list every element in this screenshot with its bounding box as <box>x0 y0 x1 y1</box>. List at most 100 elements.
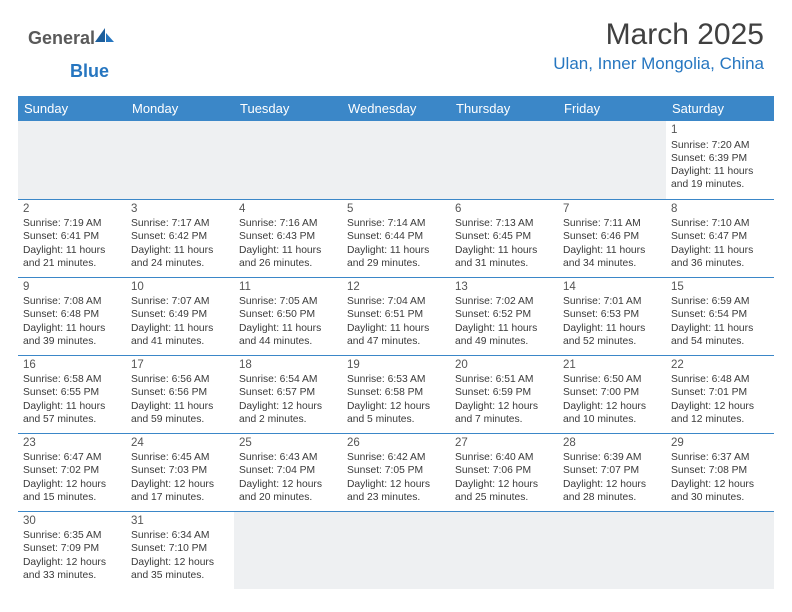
sunrise-text: Sunrise: 7:14 AM <box>347 217 445 230</box>
header: General Blue March 2025 Ulan, Inner Mong… <box>0 0 792 90</box>
daylight-text: Daylight: 11 hours and 41 minutes. <box>131 322 229 348</box>
daylight-text: Daylight: 11 hours and 49 minutes. <box>455 322 553 348</box>
daylight-text: Daylight: 11 hours and 44 minutes. <box>239 322 337 348</box>
logo: General Blue <box>28 18 115 82</box>
calendar-cell-day-15: 15Sunrise: 6:59 AMSunset: 6:54 PMDayligh… <box>666 277 774 355</box>
sunset-text: Sunset: 6:55 PM <box>23 386 121 399</box>
calendar-row: 1Sunrise: 7:20 AMSunset: 6:39 PMDaylight… <box>18 121 774 199</box>
calendar-cell-day-14: 14Sunrise: 7:01 AMSunset: 6:53 PMDayligh… <box>558 277 666 355</box>
calendar-cell-day-8: 8Sunrise: 7:10 AMSunset: 6:47 PMDaylight… <box>666 199 774 277</box>
sunrise-text: Sunrise: 7:19 AM <box>23 217 121 230</box>
calendar-cell-day-22: 22Sunrise: 6:48 AMSunset: 7:01 PMDayligh… <box>666 355 774 433</box>
sunrise-text: Sunrise: 6:48 AM <box>671 373 769 386</box>
sunrise-text: Sunrise: 7:07 AM <box>131 295 229 308</box>
calendar-cell-empty <box>450 511 558 589</box>
sunrise-text: Sunrise: 6:51 AM <box>455 373 553 386</box>
weekday-monday: Monday <box>126 96 234 121</box>
daylight-text: Daylight: 12 hours and 7 minutes. <box>455 400 553 426</box>
calendar-cell-day-30: 30Sunrise: 6:35 AMSunset: 7:09 PMDayligh… <box>18 511 126 589</box>
day-number: 14 <box>563 280 661 295</box>
daylight-text: Daylight: 11 hours and 24 minutes. <box>131 244 229 270</box>
sunrise-text: Sunrise: 6:53 AM <box>347 373 445 386</box>
calendar-cell-empty <box>18 121 126 199</box>
sunset-text: Sunset: 7:05 PM <box>347 464 445 477</box>
daylight-text: Daylight: 12 hours and 25 minutes. <box>455 478 553 504</box>
sunrise-text: Sunrise: 6:54 AM <box>239 373 337 386</box>
title-block: March 2025 Ulan, Inner Mongolia, China <box>553 18 764 74</box>
calendar-cell-empty <box>342 121 450 199</box>
calendar-body: 1Sunrise: 7:20 AMSunset: 6:39 PMDaylight… <box>18 121 774 589</box>
sunrise-text: Sunrise: 6:40 AM <box>455 451 553 464</box>
calendar-cell-empty <box>342 511 450 589</box>
weekday-thursday: Thursday <box>450 96 558 121</box>
sunset-text: Sunset: 6:59 PM <box>455 386 553 399</box>
calendar-cell-day-7: 7Sunrise: 7:11 AMSunset: 6:46 PMDaylight… <box>558 199 666 277</box>
calendar-cell-day-21: 21Sunrise: 6:50 AMSunset: 7:00 PMDayligh… <box>558 355 666 433</box>
calendar-row: 16Sunrise: 6:58 AMSunset: 6:55 PMDayligh… <box>18 355 774 433</box>
calendar-cell-day-29: 29Sunrise: 6:37 AMSunset: 7:08 PMDayligh… <box>666 433 774 511</box>
sunset-text: Sunset: 6:54 PM <box>671 308 769 321</box>
sunrise-text: Sunrise: 6:34 AM <box>131 529 229 542</box>
sunset-text: Sunset: 6:48 PM <box>23 308 121 321</box>
weekday-tuesday: Tuesday <box>234 96 342 121</box>
sunrise-text: Sunrise: 7:02 AM <box>455 295 553 308</box>
daylight-text: Daylight: 12 hours and 12 minutes. <box>671 400 769 426</box>
day-number: 1 <box>671 123 769 138</box>
sunrise-text: Sunrise: 7:13 AM <box>455 217 553 230</box>
day-number: 22 <box>671 358 769 373</box>
calendar-cell-day-12: 12Sunrise: 7:04 AMSunset: 6:51 PMDayligh… <box>342 277 450 355</box>
daylight-text: Daylight: 12 hours and 35 minutes. <box>131 556 229 582</box>
weekday-friday: Friday <box>558 96 666 121</box>
daylight-text: Daylight: 11 hours and 36 minutes. <box>671 244 769 270</box>
day-number: 4 <box>239 202 337 217</box>
location: Ulan, Inner Mongolia, China <box>553 54 764 74</box>
sunset-text: Sunset: 6:56 PM <box>131 386 229 399</box>
calendar-cell-day-24: 24Sunrise: 6:45 AMSunset: 7:03 PMDayligh… <box>126 433 234 511</box>
weekday-header-row: Sunday Monday Tuesday Wednesday Thursday… <box>18 96 774 121</box>
daylight-text: Daylight: 12 hours and 15 minutes. <box>23 478 121 504</box>
daylight-text: Daylight: 12 hours and 30 minutes. <box>671 478 769 504</box>
sunrise-text: Sunrise: 7:01 AM <box>563 295 661 308</box>
day-number: 7 <box>563 202 661 217</box>
daylight-text: Daylight: 12 hours and 23 minutes. <box>347 478 445 504</box>
day-number: 5 <box>347 202 445 217</box>
calendar-cell-empty <box>450 121 558 199</box>
daylight-text: Daylight: 11 hours and 57 minutes. <box>23 400 121 426</box>
calendar-cell-day-1: 1Sunrise: 7:20 AMSunset: 6:39 PMDaylight… <box>666 121 774 199</box>
sunrise-text: Sunrise: 7:08 AM <box>23 295 121 308</box>
calendar-cell-day-16: 16Sunrise: 6:58 AMSunset: 6:55 PMDayligh… <box>18 355 126 433</box>
day-number: 11 <box>239 280 337 295</box>
day-number: 10 <box>131 280 229 295</box>
day-number: 20 <box>455 358 553 373</box>
sunrise-text: Sunrise: 6:45 AM <box>131 451 229 464</box>
weekday-saturday: Saturday <box>666 96 774 121</box>
sunset-text: Sunset: 7:00 PM <box>563 386 661 399</box>
day-number: 29 <box>671 436 769 451</box>
calendar-row: 2Sunrise: 7:19 AMSunset: 6:41 PMDaylight… <box>18 199 774 277</box>
sunrise-text: Sunrise: 7:10 AM <box>671 217 769 230</box>
day-number: 9 <box>23 280 121 295</box>
calendar-cell-empty <box>234 511 342 589</box>
day-number: 3 <box>131 202 229 217</box>
sunrise-text: Sunrise: 7:16 AM <box>239 217 337 230</box>
daylight-text: Daylight: 12 hours and 28 minutes. <box>563 478 661 504</box>
day-number: 31 <box>131 514 229 529</box>
daylight-text: Daylight: 12 hours and 33 minutes. <box>23 556 121 582</box>
sunset-text: Sunset: 7:03 PM <box>131 464 229 477</box>
calendar-cell-day-23: 23Sunrise: 6:47 AMSunset: 7:02 PMDayligh… <box>18 433 126 511</box>
calendar-row: 23Sunrise: 6:47 AMSunset: 7:02 PMDayligh… <box>18 433 774 511</box>
calendar-cell-empty <box>234 121 342 199</box>
sunrise-text: Sunrise: 6:39 AM <box>563 451 661 464</box>
logo-text-general: General <box>28 28 95 48</box>
sunset-text: Sunset: 6:44 PM <box>347 230 445 243</box>
daylight-text: Daylight: 12 hours and 2 minutes. <box>239 400 337 426</box>
weekday-wednesday: Wednesday <box>342 96 450 121</box>
day-number: 6 <box>455 202 553 217</box>
day-number: 15 <box>671 280 769 295</box>
day-number: 13 <box>455 280 553 295</box>
daylight-text: Daylight: 11 hours and 26 minutes. <box>239 244 337 270</box>
sunrise-text: Sunrise: 6:58 AM <box>23 373 121 386</box>
calendar-table: Sunday Monday Tuesday Wednesday Thursday… <box>18 96 774 589</box>
calendar-cell-empty <box>558 121 666 199</box>
calendar-cell-day-13: 13Sunrise: 7:02 AMSunset: 6:52 PMDayligh… <box>450 277 558 355</box>
